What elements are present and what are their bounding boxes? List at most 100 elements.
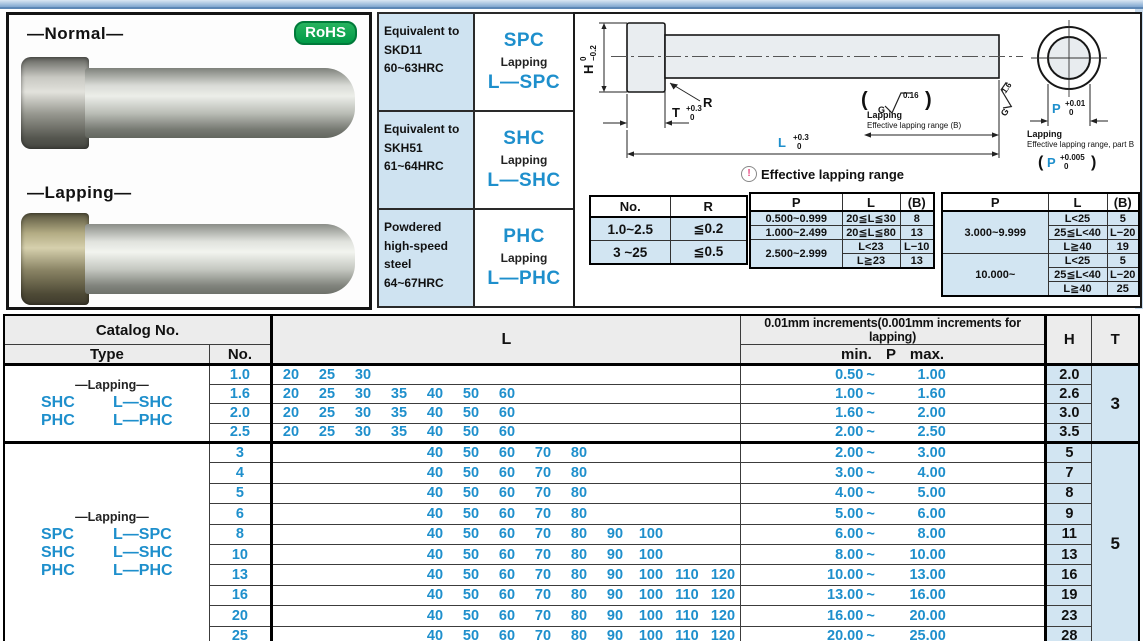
l-value <box>309 446 345 462</box>
lapping-label: Lapping <box>500 251 548 265</box>
grade-code: SPC <box>503 30 545 51</box>
l-value <box>669 405 705 421</box>
l-value: 60 <box>498 526 516 543</box>
l-value: 80 <box>570 607 588 624</box>
no-value: 20 <box>208 605 272 627</box>
l-value: 30 <box>354 366 372 383</box>
l-value: 60 <box>498 546 516 563</box>
l-values: 40 50 60 70 80 90 100 <box>274 526 739 543</box>
pin-side-view <box>626 22 1000 93</box>
l-value <box>525 367 561 383</box>
l-value <box>274 465 309 481</box>
no-header: No. <box>208 344 272 366</box>
h-dimension <box>599 22 627 93</box>
type-lapping-name: L—SHC <box>113 394 173 411</box>
p-range: 0.50 ~1.00 <box>739 364 1047 385</box>
p-range: 6.00 ~8.00 <box>739 523 1047 545</box>
p-max-value: 10.00 <box>909 546 946 563</box>
l-value <box>705 424 739 440</box>
tilde: ~ <box>866 366 875 383</box>
l-value: 120 <box>710 567 736 584</box>
l-value: 60 <box>498 445 516 462</box>
l-value <box>309 526 345 542</box>
svg-text:): ) <box>1091 154 1096 171</box>
table-row: 10 40 50 60 70 80 90 100 8.00 ~10.00 13 <box>4 543 1139 566</box>
l-value: 80 <box>570 485 588 502</box>
h-value: 3.0 <box>1044 403 1093 424</box>
h-value: 19 <box>1044 584 1093 607</box>
l-value: 70 <box>534 505 552 522</box>
l-value: 50 <box>462 587 480 604</box>
l-value <box>345 485 381 501</box>
l-value: 120 <box>710 587 736 604</box>
svg-text:P: P <box>1047 155 1056 170</box>
material-table: Equivalent to SKD11 60~63HRC SPC Lapping… <box>377 12 575 308</box>
l-value <box>705 386 739 402</box>
no-value: 3 <box>208 440 272 464</box>
l-condition-value: L<25 <box>1047 210 1108 226</box>
l-value: 50 <box>462 607 480 624</box>
l-value: 60 <box>498 607 516 624</box>
l-value <box>525 424 561 440</box>
lapping-pin-photo <box>21 213 357 305</box>
l-value: 25 <box>318 424 336 441</box>
table-row: 2.5 20 25 30 35 40 50 60 2.00 ~2.50 3.5 <box>4 422 1139 443</box>
l-cell: 40 50 60 70 80 <box>269 462 741 484</box>
l-condition-value: L≧40 <box>1047 239 1108 254</box>
type-name: PHC <box>41 412 75 429</box>
p-max-value: 20.00 <box>909 607 946 624</box>
b-value: L−20 <box>1106 267 1140 282</box>
l-value <box>381 567 417 583</box>
l-value: 100 <box>638 607 664 624</box>
catalog-table: Catalog No. L 0.01mm increments(0.001mm … <box>3 314 1140 641</box>
l-value <box>417 367 453 383</box>
l-condition-value: 20≦L≦80 <box>841 225 901 240</box>
r-value: ≦0.5 <box>669 240 748 265</box>
l-value <box>274 608 309 624</box>
p-max-value: 5.00 <box>917 485 946 502</box>
tilde: ~ <box>866 505 875 522</box>
l-values: 20 25 30 35 40 50 60 <box>274 424 739 441</box>
l-value <box>345 547 381 563</box>
l-value: 60 <box>498 587 516 604</box>
p-range: 10.00 ~13.00 <box>739 564 1047 586</box>
type-block: —Lapping— SHC L—SHC PHC L—PHC <box>5 377 208 430</box>
lapping-range-table-1: P L (B) 0.500~0.999 20≦L≦30 8 1.000~2.499 20… <box>749 192 935 269</box>
tilde: ~ <box>866 607 875 624</box>
b-value: 5 <box>1106 210 1140 226</box>
type-cell: —Lapping— SPC L—SPC SHC L—SHC PHC L—PHC <box>3 441 210 641</box>
tilde: ~ <box>866 485 875 502</box>
radius-table-header: No. R <box>589 195 748 218</box>
l-value: 60 <box>498 465 516 482</box>
h-value: 23 <box>1044 605 1093 627</box>
p-header: P <box>941 192 1049 212</box>
h-value: 16 <box>1044 564 1093 586</box>
l-cell: 40 50 60 70 80 90 100 110 120 <box>269 584 741 607</box>
l-value <box>705 465 739 481</box>
l-header: L <box>841 192 901 212</box>
tilde: ~ <box>866 587 875 604</box>
l-value: 60 <box>498 424 516 441</box>
h-column-header: H <box>1044 314 1093 366</box>
p-min-value: 8.00 <box>835 546 864 563</box>
l-value: 40 <box>426 465 444 482</box>
tilde: ~ <box>866 405 875 422</box>
l-value: 60 <box>498 505 516 522</box>
l-values: 20 25 30 <box>274 366 739 383</box>
radius-row: 3 ~25 ≦0.5 <box>589 240 748 265</box>
p-range: 16.00 ~20.00 <box>739 605 1047 627</box>
l-value: 40 <box>426 627 444 641</box>
p-range: 1.60 ~2.00 <box>739 403 1047 424</box>
l-value: 70 <box>534 567 552 584</box>
h-value: 8 <box>1044 482 1093 505</box>
l-values: 40 50 60 70 80 90 100 110 120 <box>274 587 739 604</box>
l-condition-value: L≧23 <box>841 253 901 269</box>
l-value <box>381 506 417 522</box>
no-value: 25 <box>208 625 272 641</box>
svg-text:Effective lapping range (B): Effective lapping range (B) <box>867 121 961 130</box>
l-value: 40 <box>426 445 444 462</box>
type-name: SHC <box>41 543 75 561</box>
p-dimension-label: P +0.01 0 <box>1052 99 1086 117</box>
l-cell: 40 50 60 70 80 90 100 <box>269 523 741 545</box>
surface-finish-symbol-head: ( 0.16 G ) <box>861 89 932 115</box>
